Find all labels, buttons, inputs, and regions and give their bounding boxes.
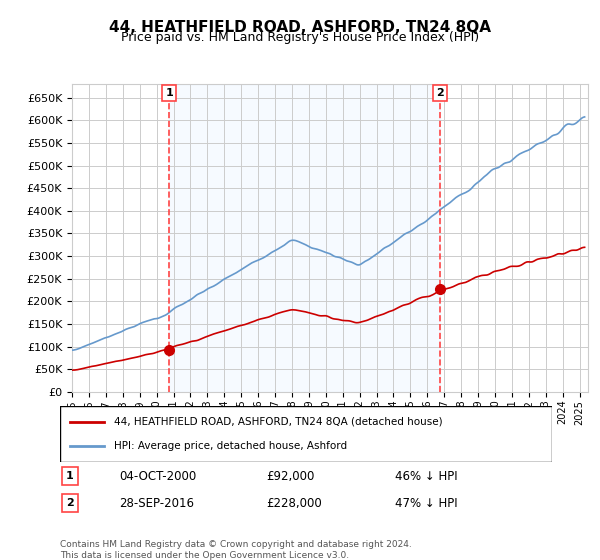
Text: 04-OCT-2000: 04-OCT-2000 [119,470,196,483]
Text: 47% ↓ HPI: 47% ↓ HPI [395,497,457,510]
Text: £228,000: £228,000 [266,497,322,510]
Bar [169,84,440,392]
Text: 1: 1 [66,471,74,481]
Text: Price paid vs. HM Land Registry's House Price Index (HPI): Price paid vs. HM Land Registry's House … [121,31,479,44]
Text: 46% ↓ HPI: 46% ↓ HPI [395,470,457,483]
FancyBboxPatch shape [60,406,552,462]
Text: 1: 1 [166,88,173,98]
Text: 44, HEATHFIELD ROAD, ASHFORD, TN24 8QA (detached house): 44, HEATHFIELD ROAD, ASHFORD, TN24 8QA (… [114,417,443,427]
Text: 28-SEP-2016: 28-SEP-2016 [119,497,194,510]
Text: 2: 2 [66,498,74,508]
Text: Contains HM Land Registry data © Crown copyright and database right 2024.
This d: Contains HM Land Registry data © Crown c… [60,540,412,560]
Text: 2: 2 [436,88,444,98]
Text: HPI: Average price, detached house, Ashford: HPI: Average price, detached house, Ashf… [114,441,347,451]
Text: 44, HEATHFIELD ROAD, ASHFORD, TN24 8QA: 44, HEATHFIELD ROAD, ASHFORD, TN24 8QA [109,20,491,35]
Text: £92,000: £92,000 [266,470,315,483]
